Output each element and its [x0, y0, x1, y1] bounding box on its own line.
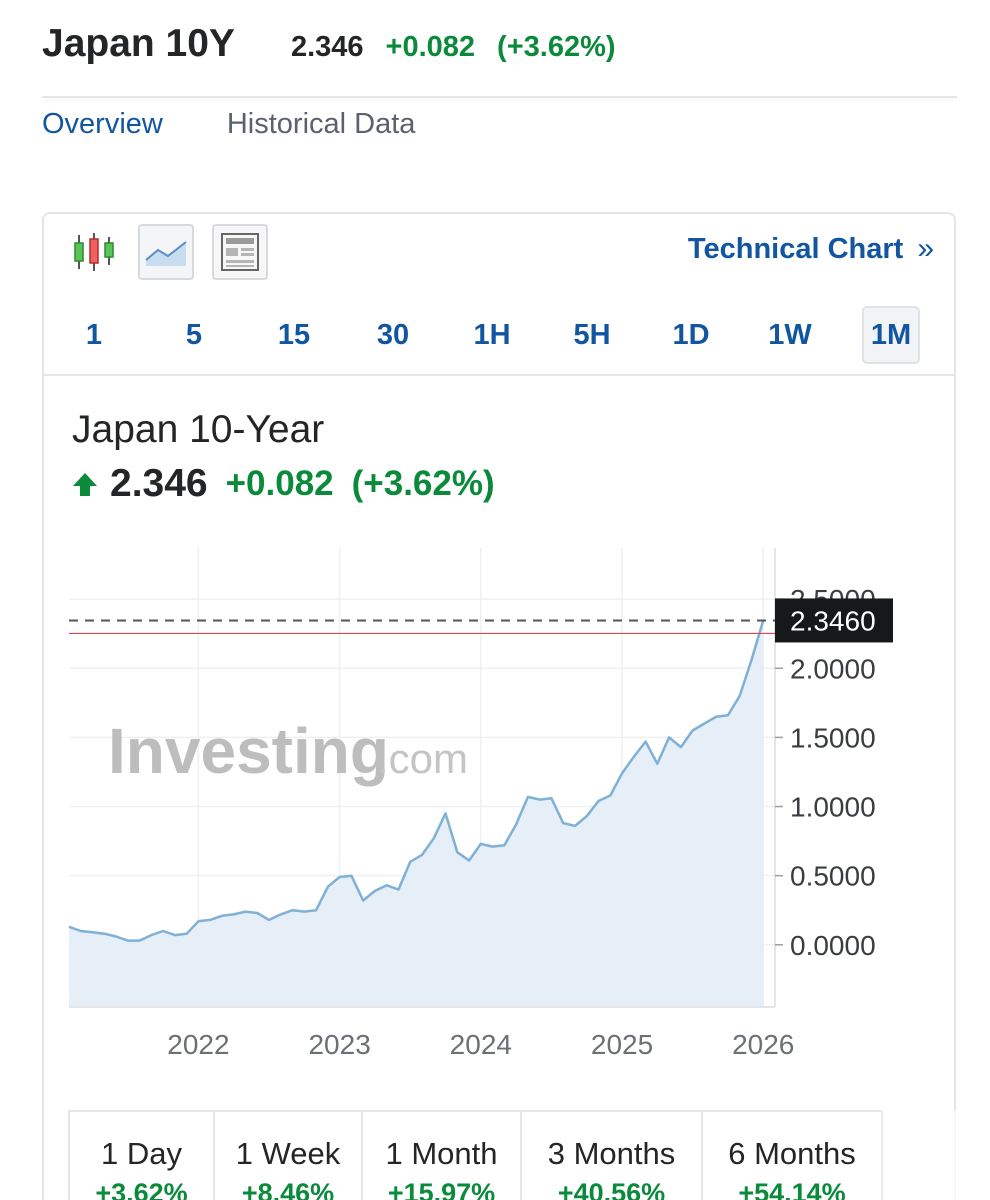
arrow-up-icon [73, 473, 97, 496]
table-icon[interactable] [212, 224, 268, 280]
period-30[interactable]: 30 [376, 318, 410, 351]
perf-3-months[interactable]: 3 Months +40.56% [522, 1112, 703, 1200]
perf-1-day[interactable]: 1 Day +3.62% [70, 1112, 215, 1200]
chart-price: 2.346 [110, 462, 208, 505]
tab-historical-data[interactable]: Historical Data [226, 108, 416, 140]
technical-chart-label: Technical Chart [687, 232, 904, 265]
perf-1-month[interactable]: 1 Month +15.97% [363, 1112, 522, 1200]
performance-strip: 1 Day +3.62% 1 Week +8.46% 1 Month +15.9… [68, 1110, 883, 1200]
perf-6-months[interactable]: 6 Months +54.14% [703, 1112, 883, 1200]
tab-overview[interactable]: Overview [42, 108, 163, 140]
period-15[interactable]: 15 [277, 318, 311, 351]
perf-label: 1 Month [385, 1136, 498, 1171]
chart-change-pct: (+3.62%) [351, 464, 495, 503]
period-1[interactable]: 1 [85, 318, 103, 351]
candlestick-icon[interactable] [66, 224, 122, 280]
header-change-pct: (+3.62%) [497, 31, 616, 63]
perf-label: 6 Months [728, 1136, 856, 1171]
period-5[interactable]: 5 [185, 318, 203, 351]
perf-label: 3 Months [547, 1136, 676, 1171]
perf-value: +40.56% [557, 1178, 666, 1200]
period-1h[interactable]: 1H [473, 318, 511, 351]
chart-quote: 2.346 +0.082 (+3.62%) [72, 462, 495, 506]
period-1m[interactable]: 1M [862, 306, 920, 364]
period-1w[interactable]: 1W [768, 318, 812, 351]
header-divider [42, 96, 957, 98]
period-selector: 1 5 15 30 1H 5H 1D 1W 1M [44, 306, 954, 366]
chart-card: Technical Chart » 1 5 15 30 1H 5H 1D 1W … [42, 212, 956, 1200]
perf-value: +15.97% [387, 1178, 496, 1200]
performance-fade [880, 1110, 990, 1200]
perf-value: +54.14% [738, 1178, 846, 1200]
page-tabs: Overview Historical Data [42, 108, 479, 141]
perf-value: +8.46% [241, 1178, 335, 1200]
card-divider [44, 374, 954, 376]
instrument-header: Japan 10Y 2.346 +0.082 (+3.62%) [42, 22, 616, 72]
perf-label: 1 Week [235, 1136, 341, 1171]
perf-1-week[interactable]: 1 Week +8.46% [215, 1112, 363, 1200]
chart-instrument-name: Japan 10-Year [72, 408, 325, 451]
area-chart-icon[interactable] [138, 224, 194, 280]
header-price: 2.346 [290, 31, 364, 63]
perf-label: 1 Day [101, 1136, 182, 1171]
double-chevron-right-icon: » [917, 232, 934, 265]
perf-value: +3.62% [95, 1178, 188, 1200]
instrument-title: Japan 10Y [42, 22, 235, 65]
period-1d[interactable]: 1D [672, 318, 710, 351]
header-change: +0.082 [385, 31, 476, 63]
technical-chart-link[interactable]: Technical Chart » [688, 232, 934, 266]
period-5h[interactable]: 5H [573, 318, 611, 351]
chart-change: +0.082 [225, 464, 334, 503]
